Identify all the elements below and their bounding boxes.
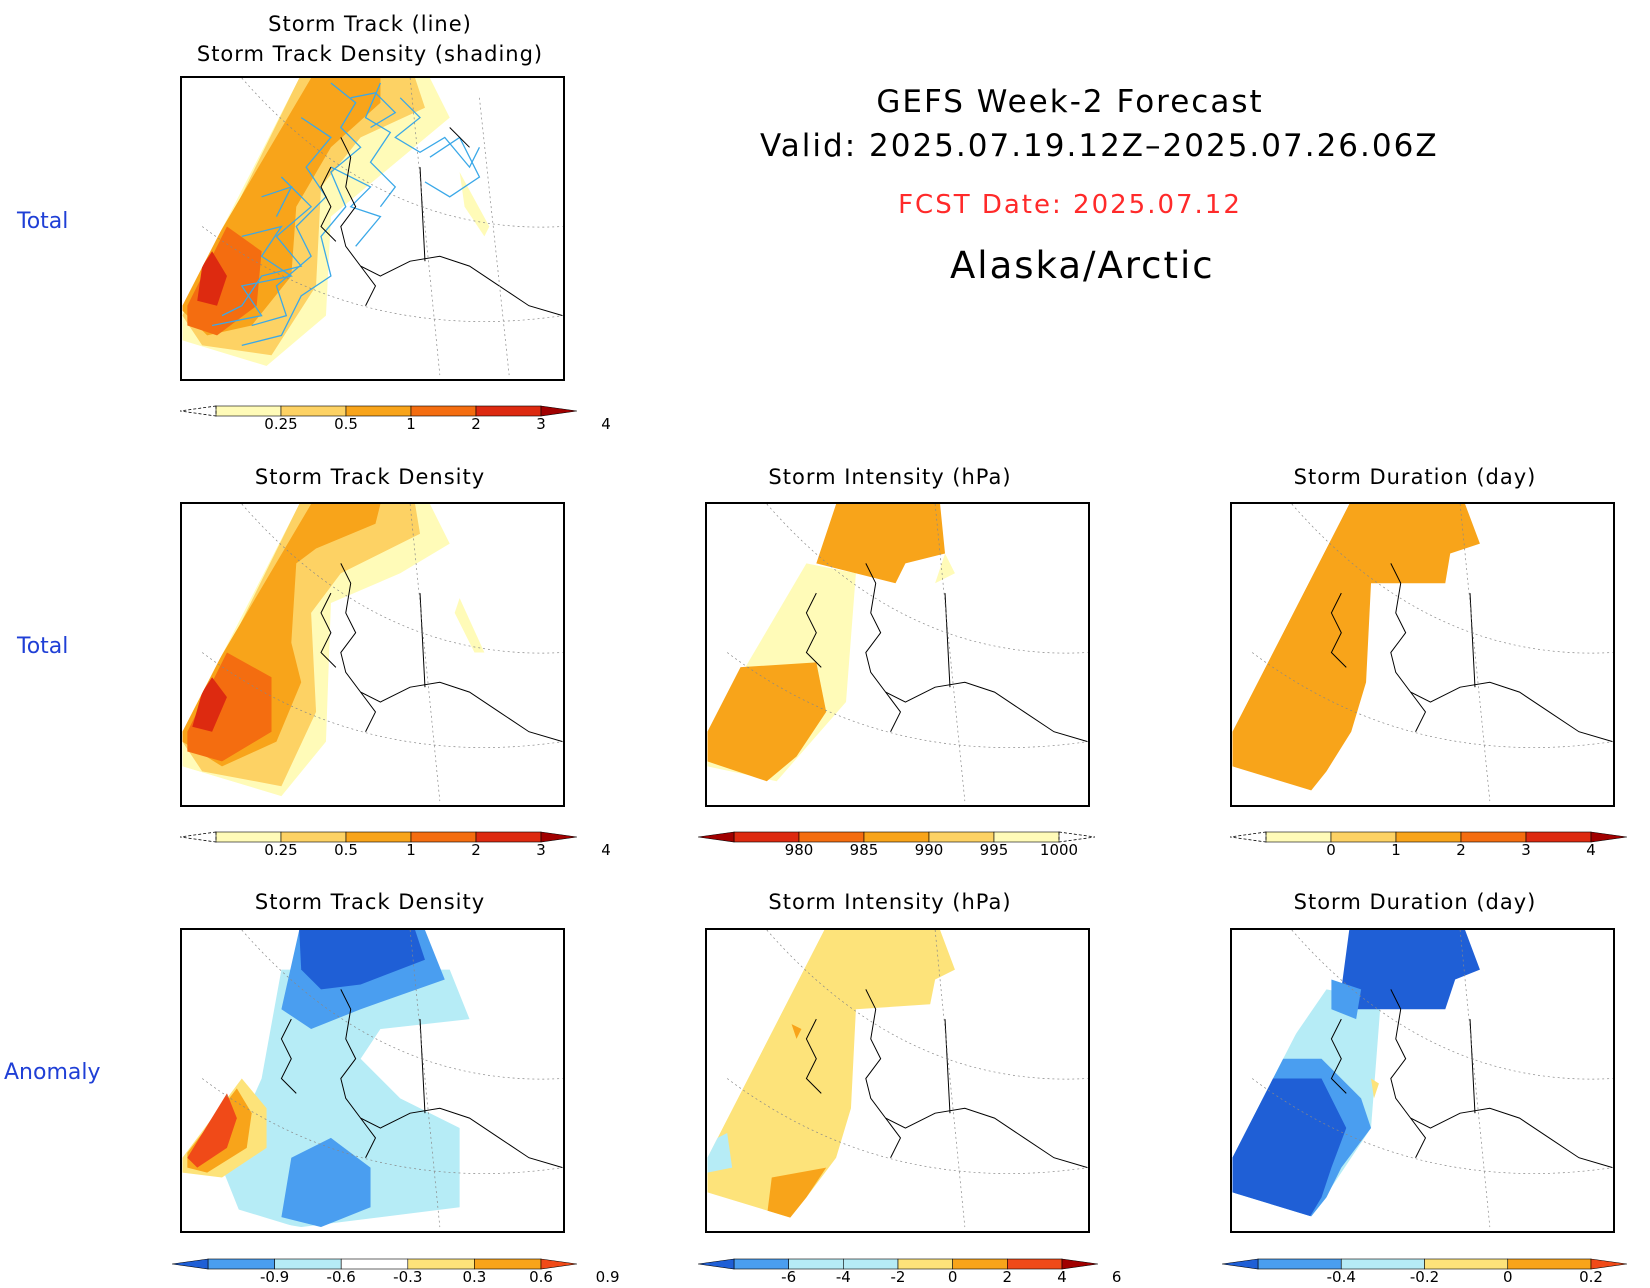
colorbar-end-right: [1061, 1258, 1098, 1270]
colorbar-tick-label: 0: [947, 1268, 958, 1286]
row-label-middle: Total: [17, 634, 69, 659]
density-anom-title: Storm Track Density: [254, 890, 486, 914]
map-panel-density-anomaly: [180, 928, 565, 1233]
colorbar-tick-label: 1: [406, 415, 416, 433]
colorbar-tick-label: -4: [835, 1268, 851, 1286]
colorbar-swatches: [698, 1258, 1098, 1270]
density-total-title: Storm Track Density: [254, 465, 486, 489]
colorbar-end-left: [180, 405, 217, 417]
colorbar-tick-label: 0: [1326, 841, 1336, 859]
colorbar-tick-label: 0.25: [264, 841, 298, 859]
colorbar-end-left: [172, 1258, 209, 1270]
colorbar-tick-label: 4: [1057, 1268, 1067, 1286]
colorbar-tick-label: 4: [601, 841, 611, 859]
map-panel-duration-total: [1230, 502, 1615, 807]
colorbar-tick-label: -0.4: [1326, 1268, 1356, 1286]
colorbar-tick-label: -2: [890, 1268, 906, 1286]
top-panel-title-line1: Storm Track (line): [268, 12, 472, 36]
colorbar-tick-label: 0.3: [462, 1268, 487, 1286]
colorbar-tick-label: -0.3: [393, 1268, 423, 1286]
map-panel-intensity-total: [705, 502, 1090, 807]
colorbar-end-left: [1222, 1258, 1259, 1270]
colorbar-tick-label: 6: [1111, 1268, 1122, 1286]
map-panel-intensity-anomaly: [705, 928, 1090, 1233]
colorbar-density-anomaly: -0.9 -0.6 -0.3 0.3 0.6 0.9: [172, 1258, 620, 1286]
colorbar-duration-anomaly: -0.4-0.200.20.4: [1222, 1258, 1627, 1286]
colorbar-labels: 0.25 0.5 1 2 3 4: [180, 841, 610, 861]
colorbar-tick-label: 1000: [1039, 841, 1079, 859]
row-label-bottom: Anomaly: [4, 1060, 101, 1085]
colorbar-tick-label: 3: [1521, 841, 1531, 859]
colorbar-swatches: [180, 831, 577, 843]
colorbar-tick-label: 0.2: [1579, 1268, 1603, 1286]
colorbar-end-left: [1230, 831, 1267, 843]
colorbar-tick-label: 2: [471, 415, 481, 433]
colorbar-end-right: [540, 831, 577, 843]
colorbar-track-density-top: 0.25 0.5 1 2 3 4: [180, 405, 611, 441]
map-panel-duration-anomaly: [1230, 928, 1615, 1233]
colorbar-swatches: [698, 831, 1095, 843]
colorbar-tick-label: 1: [406, 841, 416, 859]
colorbar-end-left: [698, 831, 735, 843]
colorbar-tick-label: 985: [849, 841, 879, 859]
colorbar-tick-label: -0.6: [326, 1268, 356, 1286]
colorbar-swatches: [1230, 831, 1627, 843]
colorbar-track-density-total: 0.25 0.5 1 2 3 4: [180, 831, 611, 867]
colorbar-tick-label: -0.9: [259, 1268, 290, 1286]
colorbar-tick-label: 980: [784, 841, 814, 859]
forecast-title: GEFS Week-2 Forecast: [876, 84, 1264, 120]
colorbar-tick-label: -0.2: [1409, 1268, 1440, 1286]
duration-anom-title: Storm Duration (day): [1293, 890, 1537, 914]
colorbar-tick-label: 3: [536, 841, 546, 859]
colorbar-tick-label: 0.9: [595, 1268, 620, 1286]
colorbar-end-left: [180, 831, 217, 843]
colorbar-tick-label: 4: [601, 415, 611, 433]
colorbar-tick-label: 1: [1391, 841, 1401, 859]
intensity-anom-title: Storm Intensity (hPa): [768, 890, 1012, 914]
colorbar-tick-label: 995: [979, 841, 1009, 859]
colorbar-tick-label: 990: [914, 841, 944, 859]
colorbar-swatches: [180, 405, 577, 417]
colorbar-duration-total: 012345: [1230, 831, 1627, 867]
row-label-top: Total: [17, 209, 69, 234]
colorbar-tick-label: 4: [1586, 841, 1596, 859]
map-panel-density-total: [180, 502, 565, 807]
colorbar-labels: 012345: [1230, 841, 1627, 861]
colorbar-swatches: [172, 1258, 577, 1270]
colorbar-end-right: [540, 405, 577, 417]
map-panel-storm-track: [180, 76, 565, 381]
colorbar-tick-label: 3: [536, 415, 546, 433]
colorbar-swatches: [1222, 1258, 1627, 1270]
colorbar-tick-label: -6: [781, 1268, 797, 1286]
colorbar-end-right: [540, 1258, 577, 1270]
colorbar-labels: -0.4-0.200.20.4: [1222, 1268, 1627, 1288]
colorbar-tick-label: 0.6: [529, 1268, 553, 1286]
colorbar-tick-label: 0.25: [264, 415, 298, 433]
colorbar-end-left: [698, 1258, 735, 1270]
colorbar-intensity-anomaly: -6 -4 -2 0 2 4 6: [698, 1258, 1121, 1286]
colorbar-tick-label: 0: [1502, 1268, 1513, 1286]
valid-period: Valid: 2025.07.19.12Z–2025.07.26.06Z: [760, 128, 1439, 164]
colorbar-labels: 980 985 990 995 1000: [698, 841, 1095, 861]
duration-total-title: Storm Duration (day): [1293, 465, 1537, 489]
colorbar-labels: -0.9 -0.6 -0.3 0.3 0.6 0.9: [172, 1268, 620, 1288]
colorbar-tick-label: 0.5: [334, 415, 358, 433]
intensity-total-title: Storm Intensity (hPa): [768, 465, 1012, 489]
region-name: Alaska/Arctic: [950, 244, 1215, 287]
colorbar-labels: -6 -4 -2 0 2 4 6: [698, 1268, 1121, 1288]
colorbar-labels: 0.25 0.5 1 2 3 4: [180, 415, 610, 435]
top-panel-title-line2: Storm Track Density (shading): [196, 42, 544, 66]
colorbar-tick-label: 2: [1002, 1268, 1013, 1286]
forecast-date: FCST Date: 2025.07.12: [898, 190, 1242, 220]
colorbar-tick-label: 0.5: [334, 841, 358, 859]
colorbar-end-right: [1590, 831, 1627, 843]
colorbar-tick-label: 2: [471, 841, 481, 859]
colorbar-tick-label: 2: [1456, 841, 1466, 859]
colorbar-end-right: [1058, 831, 1095, 843]
colorbar-intensity-total: 980 985 990 995 1000: [698, 831, 1095, 867]
colorbar-end-right: [1590, 1258, 1627, 1270]
